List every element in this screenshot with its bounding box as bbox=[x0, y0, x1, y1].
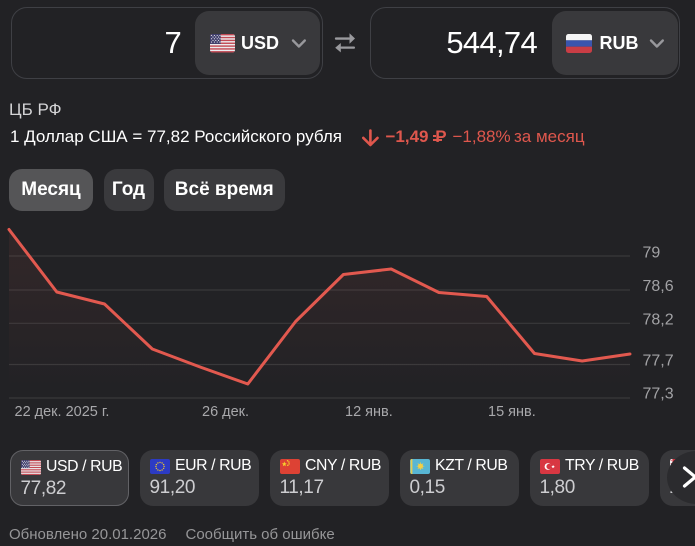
svg-text:77,3: 77,3 bbox=[643, 386, 674, 403]
svg-text:22 дек. 2025 г.: 22 дек. 2025 г. bbox=[15, 404, 110, 420]
svg-text:78,2: 78,2 bbox=[643, 311, 674, 328]
svg-text:77,7: 77,7 bbox=[643, 353, 674, 370]
svg-text:12 янв.: 12 янв. bbox=[345, 404, 393, 420]
svg-text:78,6: 78,6 bbox=[643, 278, 674, 295]
svg-text:79: 79 bbox=[643, 245, 661, 262]
svg-text:15 янв.: 15 янв. bbox=[488, 404, 536, 420]
svg-text:26 дек.: 26 дек. bbox=[202, 404, 249, 420]
